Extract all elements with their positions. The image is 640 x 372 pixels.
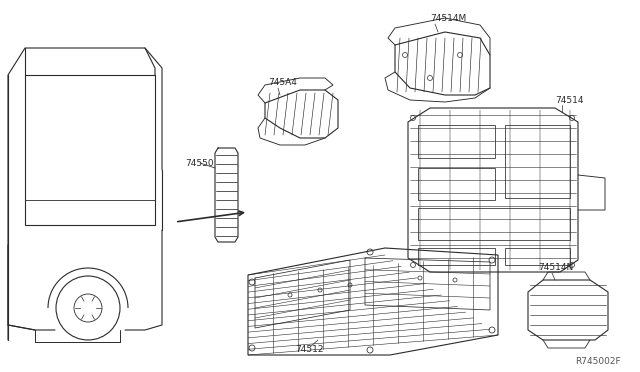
Text: R745002F: R745002F (575, 357, 621, 366)
Text: 745A4: 745A4 (268, 77, 297, 87)
Text: 74512: 74512 (295, 346, 323, 355)
Text: 74514M: 74514M (430, 13, 467, 22)
Text: 74514: 74514 (555, 96, 584, 105)
Text: 74550: 74550 (185, 158, 214, 167)
Text: 74514N: 74514N (538, 263, 573, 273)
